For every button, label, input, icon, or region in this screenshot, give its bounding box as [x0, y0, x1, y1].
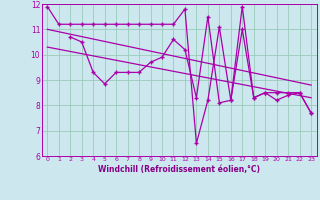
- X-axis label: Windchill (Refroidissement éolien,°C): Windchill (Refroidissement éolien,°C): [98, 165, 260, 174]
